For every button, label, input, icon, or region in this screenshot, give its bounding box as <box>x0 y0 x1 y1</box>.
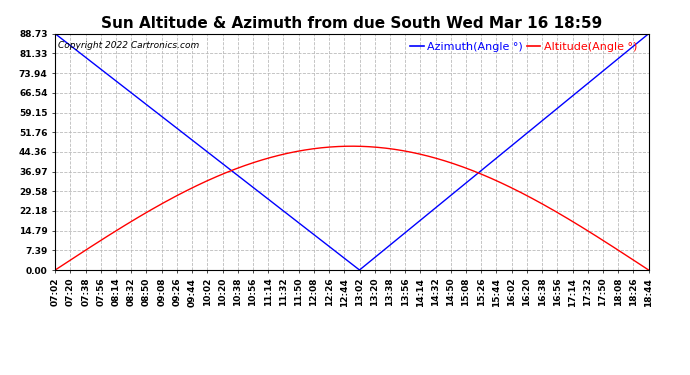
Title: Sun Altitude & Azimuth from due South Wed Mar 16 18:59: Sun Altitude & Azimuth from due South We… <box>101 16 602 31</box>
Legend: Azimuth(Angle °), Altitude(Angle °): Azimuth(Angle °), Altitude(Angle °) <box>411 42 637 52</box>
Text: Copyright 2022 Cartronics.com: Copyright 2022 Cartronics.com <box>58 41 199 50</box>
